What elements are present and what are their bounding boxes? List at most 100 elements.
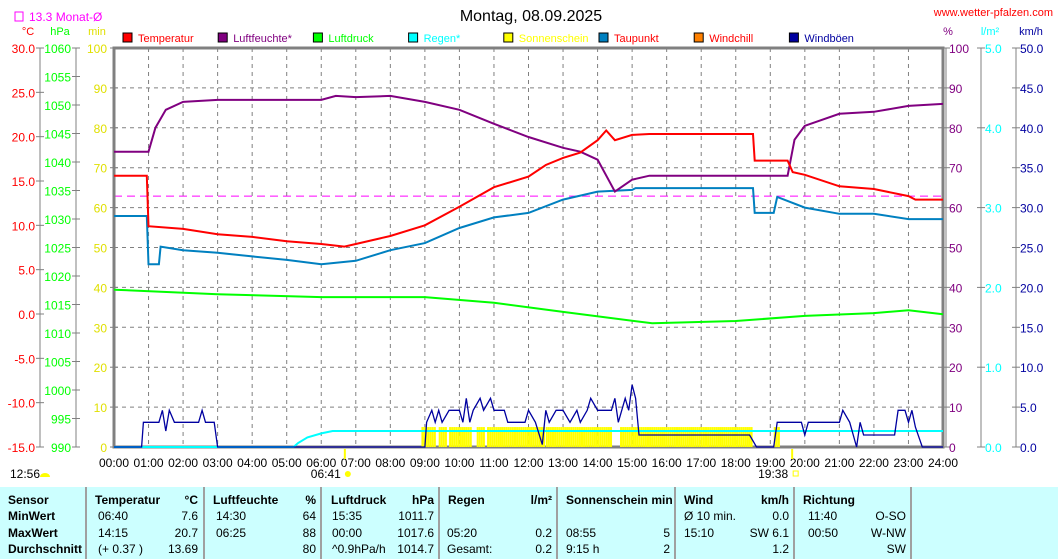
axis-label-wind: 20.0 xyxy=(1020,281,1044,295)
table-cell: SW xyxy=(886,542,906,556)
x-tick-label: 13:00 xyxy=(548,456,578,470)
axis-label-pressure: 1000 xyxy=(44,384,71,398)
sunshine-bar xyxy=(744,427,747,447)
sunshine-bar xyxy=(547,427,550,447)
sunshine-bar xyxy=(451,427,454,447)
legend-swatch xyxy=(122,32,133,43)
sunshine-bar xyxy=(516,427,519,447)
axis-label-pressure: 1035 xyxy=(44,185,71,199)
sunshine-bar xyxy=(503,427,506,447)
x-tick-label: 20:00 xyxy=(790,456,820,470)
sunshine-bar xyxy=(431,427,434,447)
sunshine-bar xyxy=(684,427,687,447)
sunshine-bar xyxy=(713,427,716,447)
axis-label-rain: 4.0 xyxy=(985,122,1002,136)
axis-label-wind: 45.0 xyxy=(1020,82,1044,96)
sunshine-bar xyxy=(467,427,470,447)
table-column xyxy=(0,487,87,559)
sunshine-bar xyxy=(593,427,596,447)
sunshine-bar xyxy=(534,427,537,447)
x-tick-label: 07:00 xyxy=(341,456,371,470)
x-tick-label: 03:00 xyxy=(203,456,233,470)
table-cell: 13.69 xyxy=(167,542,198,556)
sunshine-bar xyxy=(597,427,600,447)
axis-label-sun: 80 xyxy=(94,122,108,136)
sunshine-bar xyxy=(581,427,584,447)
x-tick-label: 14:00 xyxy=(583,456,613,470)
table-cell: 80 xyxy=(302,542,316,556)
axis-label-temp: 20.0 xyxy=(12,131,36,145)
x-tick-label: 06:00 xyxy=(306,456,336,470)
table-cell: Regen xyxy=(448,493,485,507)
table-cell: Richtung xyxy=(803,493,855,507)
sunset-icon xyxy=(792,470,799,477)
sunshine-bar xyxy=(511,427,514,447)
sunshine-bar xyxy=(707,427,710,447)
table-cell: Luftfeuchte xyxy=(213,493,279,507)
series-line-windböen xyxy=(114,384,943,448)
x-tick-label: 21:00 xyxy=(824,456,854,470)
sunshine-bar xyxy=(642,427,645,447)
table-cell: 1011.7 xyxy=(398,509,434,523)
sunshine-bar xyxy=(578,427,581,447)
month-avg-icon xyxy=(14,11,24,22)
sunshine-bar xyxy=(499,427,502,447)
sunshine-bar xyxy=(700,427,703,447)
axis-label-humidity: 30 xyxy=(949,321,963,335)
moon-icon xyxy=(40,473,50,477)
legend-swatch xyxy=(217,32,228,43)
website-link[interactable]: www.wetter-pfalzen.com xyxy=(933,7,1053,19)
axis-label-humidity: 70 xyxy=(949,162,963,176)
legend-item: Regen* xyxy=(424,33,461,45)
axis-label-sun: 100 xyxy=(87,42,107,56)
sunshine-bar xyxy=(719,427,722,447)
axis-unit-sun: min xyxy=(88,26,106,38)
axis-label-sun: 0 xyxy=(100,441,107,455)
sunshine-bar xyxy=(587,427,590,447)
table-cell: 20.7 xyxy=(174,525,198,540)
table-cell: 08:55 xyxy=(566,525,597,540)
table-column xyxy=(558,487,676,559)
sunshine-bar xyxy=(702,427,705,447)
sunshine-bar xyxy=(669,427,672,447)
x-tick-label: 22:00 xyxy=(859,456,889,470)
axis-label-wind: 5.0 xyxy=(1020,401,1037,415)
table-cell: 1017.6 xyxy=(397,525,434,540)
sunshine-bar xyxy=(721,427,724,447)
x-tick-label: 00:00 xyxy=(99,456,129,470)
axis-label-pressure: 1015 xyxy=(44,299,71,313)
sunshine-bar xyxy=(433,427,436,447)
axis-label-sun: 50 xyxy=(94,242,108,256)
axis-label-pressure: 1040 xyxy=(44,156,71,170)
sunshine-bar xyxy=(562,427,565,447)
sunshine-bar xyxy=(692,427,695,447)
x-tick-label: 24:00 xyxy=(928,456,958,470)
sunshine-bar xyxy=(576,427,579,447)
moon-time: 12:56 xyxy=(10,467,40,481)
sunshine-bar xyxy=(686,427,689,447)
legend-swatch xyxy=(598,32,609,43)
x-tick-label: 10:00 xyxy=(444,456,474,470)
axis-label-temp: 5.0 xyxy=(18,264,35,278)
x-tick-label: 05:00 xyxy=(272,456,302,470)
axis-label-wind: 0.0 xyxy=(1020,441,1037,455)
sunshine-bar xyxy=(480,427,483,447)
axis-label-temp: -5.0 xyxy=(14,352,35,366)
axis-unit-pressure: hPa xyxy=(50,26,70,38)
month-avg-label: 13.3 Monat-Ø xyxy=(29,10,102,24)
table-cell: Sensor xyxy=(8,493,49,507)
sunshine-bar xyxy=(489,427,492,447)
table-cell: ^0.9hPa/h xyxy=(332,542,386,556)
table-cell: 14:15 xyxy=(98,525,129,540)
sunshine-bar xyxy=(657,427,660,447)
x-tick-label: 11:00 xyxy=(479,456,508,470)
axis-label-humidity: 90 xyxy=(949,82,963,96)
sunshine-bar xyxy=(568,427,571,447)
sunshine-bar xyxy=(678,427,681,447)
sunshine-bar xyxy=(495,427,498,447)
axis-label-humidity: 60 xyxy=(949,202,963,216)
axis-label-pressure: 1005 xyxy=(44,356,71,370)
axis-label-sun: 40 xyxy=(94,281,108,295)
table-cell: °C xyxy=(184,493,198,507)
sunshine-bar xyxy=(665,427,668,447)
